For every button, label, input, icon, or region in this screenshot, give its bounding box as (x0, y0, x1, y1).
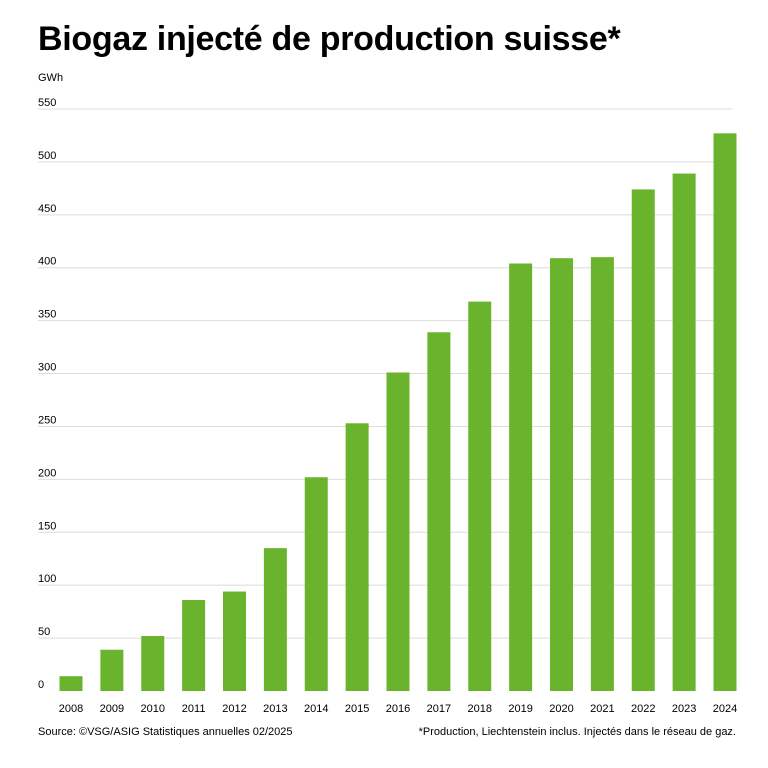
y-tick-label: 400 (38, 256, 56, 268)
x-tick-label: 2023 (672, 703, 696, 715)
y-tick-label: 150 (38, 520, 56, 532)
x-tick-label: 2012 (222, 703, 246, 715)
bar-2008 (59, 676, 83, 691)
x-tick-label: 2013 (263, 703, 287, 715)
bar-2009 (100, 649, 124, 691)
y-tick-label: 0 (38, 679, 44, 691)
x-tick-label: 2024 (713, 703, 737, 715)
y-axis-tick-labels: 0 50 100 150 200 250 300 350 400 450 500 550 (38, 97, 56, 691)
bar-2023 (672, 173, 696, 692)
bar-2012 (223, 591, 246, 691)
y-tick-label: 50 (38, 626, 50, 638)
y-axis-unit-label: GWh (38, 72, 63, 84)
bar-2017 (427, 332, 451, 691)
x-tick-label: 2019 (508, 703, 532, 715)
bar-2022 (631, 189, 655, 691)
bar-2016 (386, 372, 410, 691)
x-tick-label: 2016 (386, 703, 410, 715)
bar-2010 (141, 635, 165, 691)
x-tick-label: 2009 (100, 703, 124, 715)
y-tick-label: 100 (38, 573, 56, 585)
x-tick-label: 2017 (427, 703, 451, 715)
x-tick-label: 2018 (468, 703, 492, 715)
y-tick-label: 350 (38, 309, 56, 321)
bar-2013 (263, 548, 287, 691)
bar-2024 (713, 133, 737, 691)
x-tick-label: 2021 (590, 703, 614, 715)
x-axis-tick-labels: 2008 2009 2010 2011 2012 2013 2014 2015 2016 2017… (59, 703, 737, 715)
x-tick-label: 2020 (549, 703, 573, 715)
source-note: Source: ©VSG/ASIG Statistiques annuelles… (38, 726, 293, 738)
bar-2019 (509, 263, 533, 691)
bar-2011 (182, 599, 206, 691)
gridlines (38, 108, 732, 639)
x-tick-label: 2010 (141, 703, 165, 715)
bar-2018 (468, 301, 492, 691)
bar-2021 (590, 257, 614, 691)
bar-2020 (550, 258, 573, 691)
y-tick-label: 550 (38, 97, 56, 109)
bar-2015 (345, 423, 369, 691)
x-tick-label: 2015 (345, 703, 369, 715)
y-tick-label: 450 (38, 203, 56, 215)
bar-2014 (304, 477, 328, 691)
x-tick-label: 2011 (182, 703, 206, 715)
x-tick-label: 2008 (59, 703, 83, 715)
chart-title: Biogaz injecté de production suisse* (38, 20, 621, 58)
y-tick-label: 300 (38, 362, 56, 374)
y-tick-label: 250 (38, 414, 56, 426)
x-tick-label: 2022 (631, 703, 655, 715)
x-tick-label: 2014 (304, 703, 328, 715)
y-tick-label: 500 (38, 150, 56, 162)
bars (59, 133, 737, 692)
footnote: *Production, Liechtenstein inclus. Injec… (418, 726, 736, 738)
y-tick-label: 200 (38, 467, 56, 479)
